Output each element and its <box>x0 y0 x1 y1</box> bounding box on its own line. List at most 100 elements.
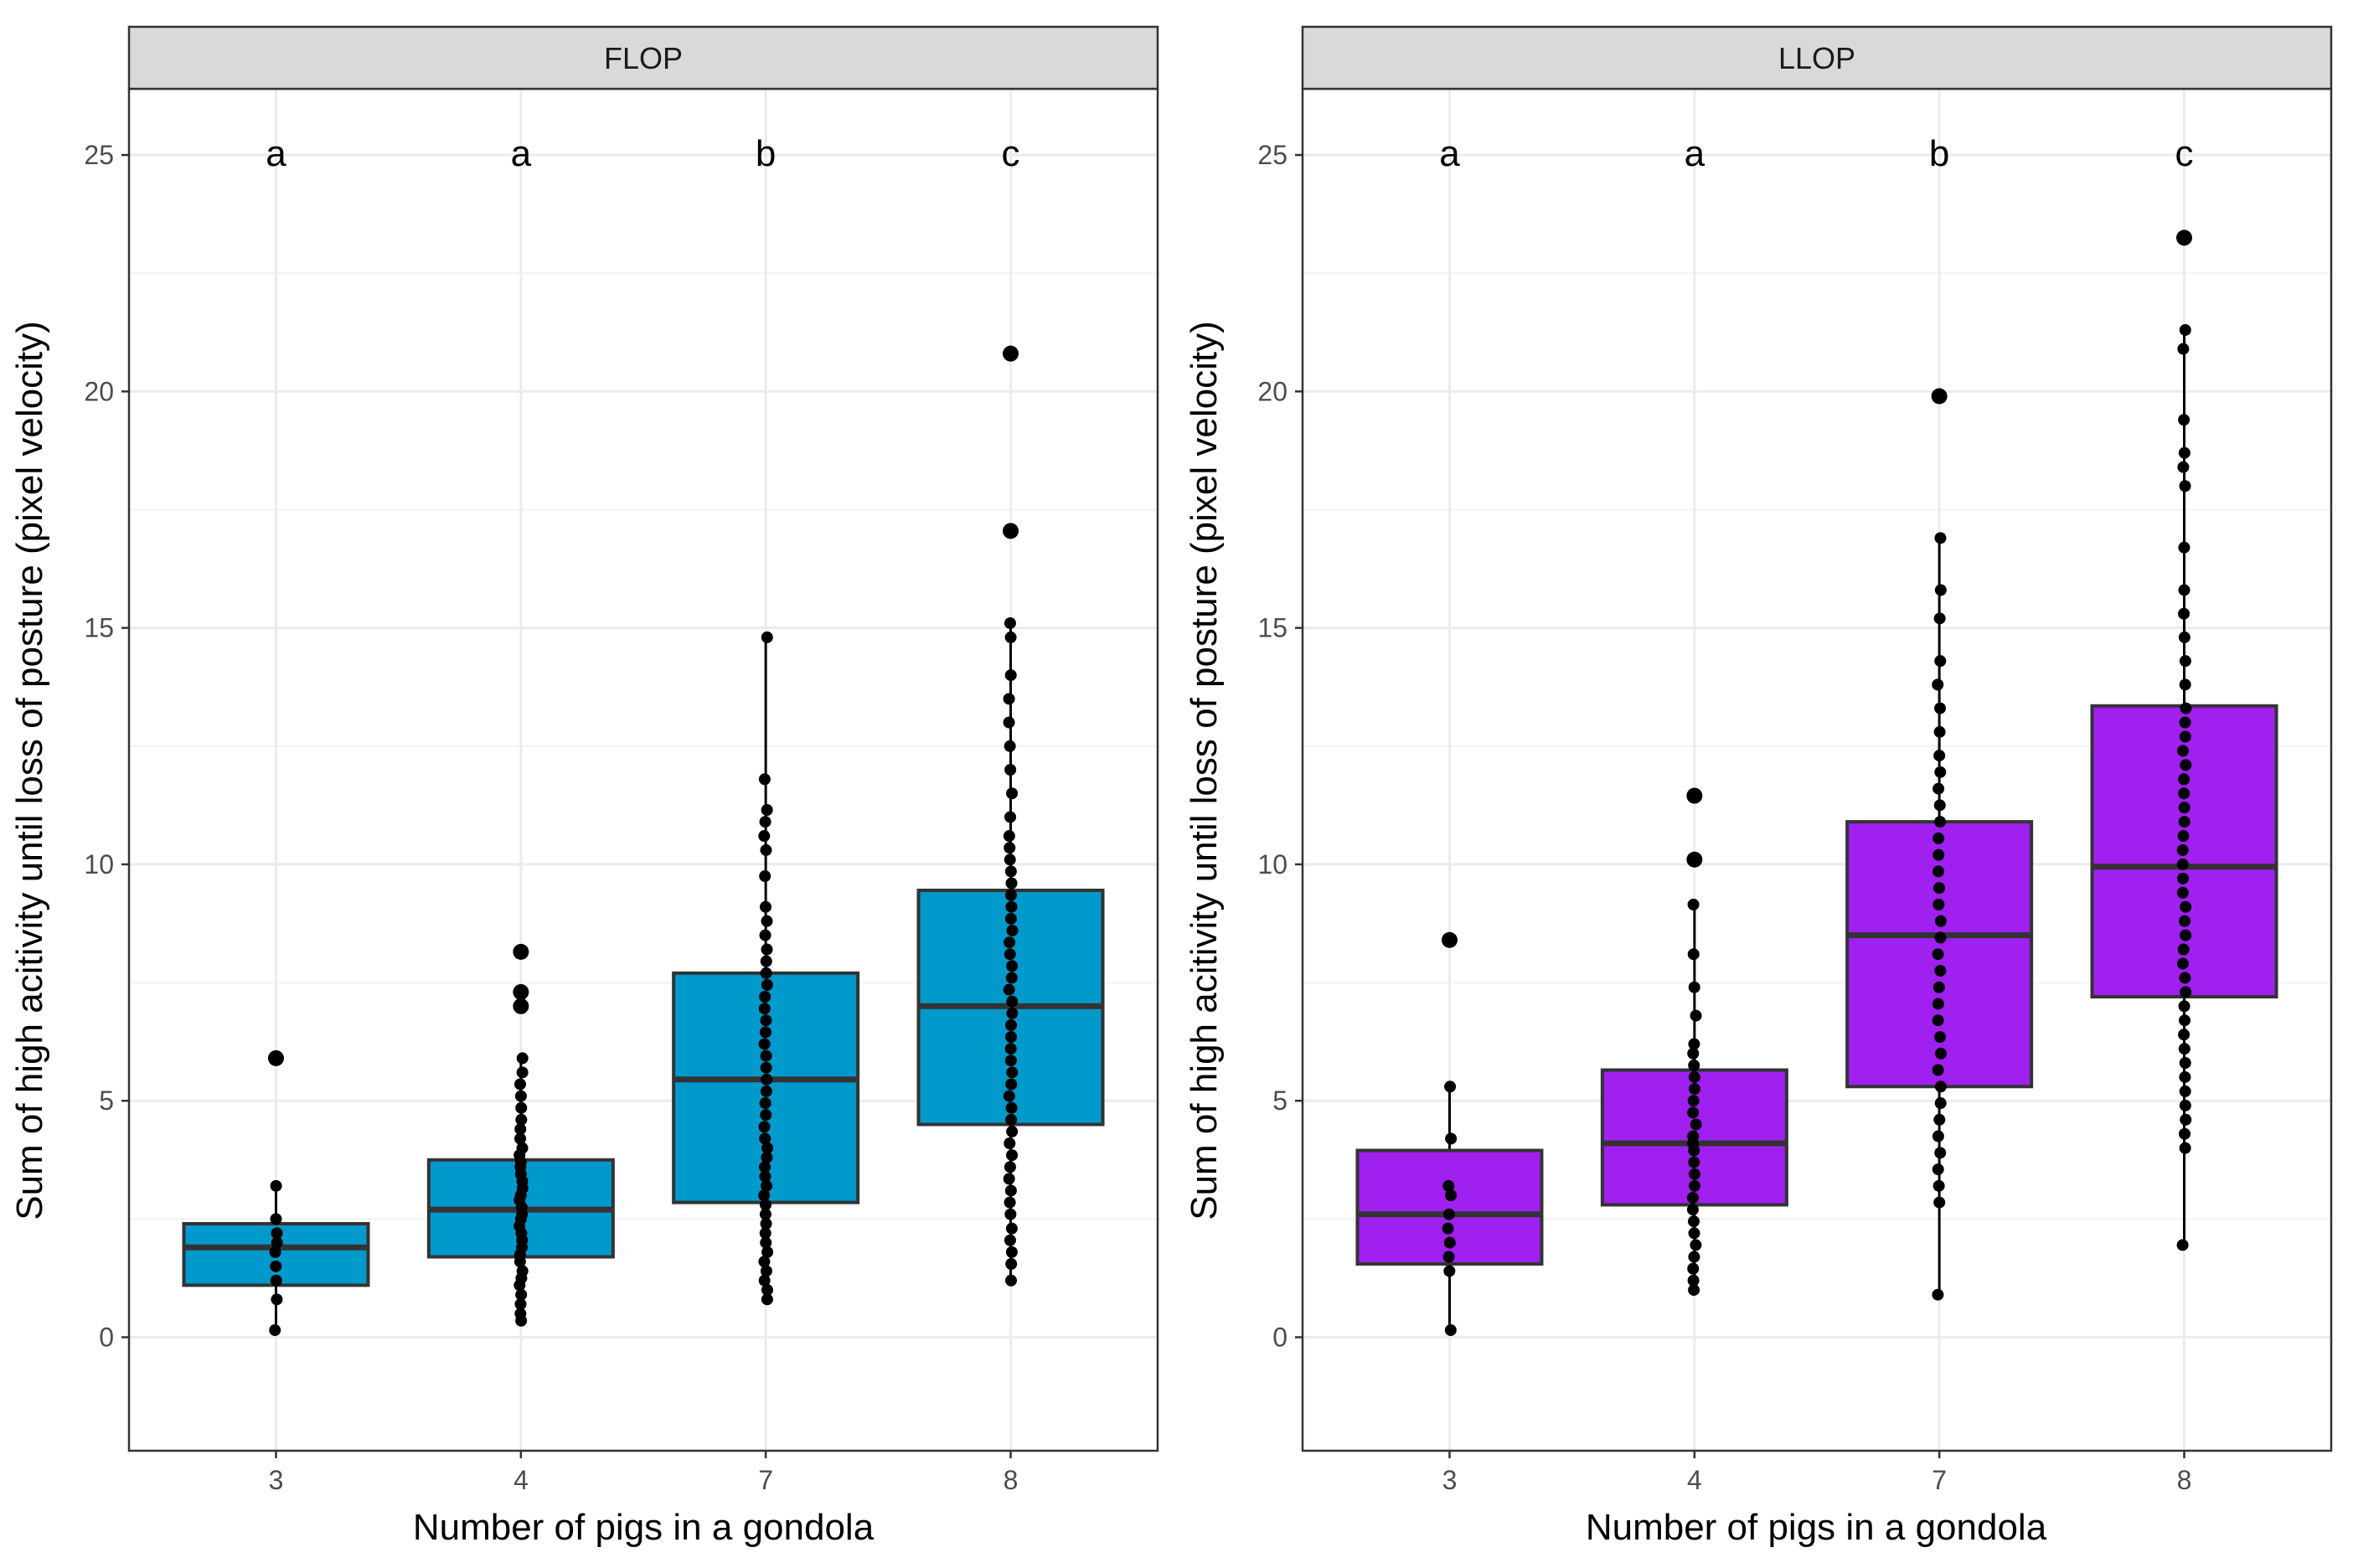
data-point <box>1005 900 1018 913</box>
data-point <box>1004 1043 1017 1055</box>
y-tick-label: 25 <box>84 140 114 170</box>
data-point <box>760 1014 772 1027</box>
data-point <box>761 978 773 991</box>
data-point <box>1934 702 1947 714</box>
data-point <box>269 1324 281 1337</box>
data-point <box>761 631 773 643</box>
data-point <box>1933 882 1946 895</box>
data-point <box>2178 584 2190 596</box>
data-point <box>1934 915 1947 927</box>
data-point <box>2176 957 2189 970</box>
data-point <box>759 1161 771 1173</box>
data-point <box>1004 948 1016 961</box>
data-point <box>1006 1007 1019 1019</box>
data-point <box>760 1236 772 1249</box>
data-point <box>1934 655 1947 668</box>
data-point <box>1932 981 1945 993</box>
outlier-point <box>1441 931 1458 948</box>
data-point <box>759 900 771 913</box>
x-tick-label: 3 <box>269 1465 284 1495</box>
data-point <box>758 1274 771 1287</box>
data-point <box>514 1308 527 1320</box>
data-point <box>761 1179 773 1192</box>
data-point <box>2178 631 2190 643</box>
data-point <box>1004 1234 1016 1246</box>
significance-letter: a <box>1439 133 1460 174</box>
data-point <box>1686 1204 1699 1216</box>
data-point <box>760 1265 772 1277</box>
data-point <box>1005 1030 1018 1043</box>
data-point <box>2178 541 2190 554</box>
data-point <box>759 1227 771 1240</box>
data-point <box>1442 1251 1455 1263</box>
data-point <box>1934 766 1947 778</box>
y-tick-label: 10 <box>84 849 114 879</box>
y-tick-label: 15 <box>84 613 114 643</box>
data-point <box>2179 1127 2191 1140</box>
data-point <box>759 1132 771 1145</box>
data-point <box>1004 842 1016 854</box>
significance-letter: c <box>1002 133 1020 174</box>
significance-letter: b <box>1929 133 1949 174</box>
data-point <box>1006 924 1019 936</box>
data-point <box>516 1142 529 1154</box>
data-point <box>1687 1106 1700 1119</box>
data-point <box>1003 983 1015 996</box>
data-point <box>1004 669 1017 682</box>
data-point <box>2176 886 2189 899</box>
data-point <box>1932 948 1944 961</box>
panel-llop: a 3 a 4 b 7 c 8 0 5 10 15 20 25 LLOP <box>1257 25 2333 1495</box>
x-tick-label: 7 <box>758 1465 773 1495</box>
data-point <box>1688 1251 1700 1263</box>
data-point <box>271 1293 283 1306</box>
data-point <box>1933 612 1946 625</box>
data-point <box>2179 1142 2191 1154</box>
data-point <box>759 870 771 883</box>
data-point <box>1934 584 1947 596</box>
data-point <box>1934 1081 1947 1093</box>
data-point <box>514 1090 527 1102</box>
data-point <box>1444 1324 1457 1337</box>
outlier-point <box>513 998 529 1014</box>
data-point <box>1005 1246 1018 1258</box>
data-point <box>1933 725 1946 738</box>
y-tick-label: 5 <box>1272 1086 1287 1116</box>
facet-label: LLOP <box>1778 41 1855 75</box>
data-point <box>1689 1179 1701 1192</box>
data-point <box>2180 759 2192 771</box>
data-point <box>270 1213 282 1225</box>
y-tick-label: 20 <box>84 376 114 406</box>
data-point <box>1932 1130 1944 1142</box>
y-tick-label: 15 <box>1257 613 1287 643</box>
data-point <box>1004 616 1016 629</box>
outlier-point <box>513 943 529 960</box>
data-point <box>760 1050 772 1062</box>
data-point <box>1004 740 1016 752</box>
data-point <box>2180 1113 2192 1126</box>
outlier-point <box>1003 523 1019 539</box>
panel-flop: a 3 a 4 b 7 c 8 0 5 10 15 20 25 FLOP <box>84 25 1159 1495</box>
data-point <box>761 943 773 956</box>
data-point <box>1005 1113 1018 1126</box>
y-tick-label: 20 <box>1257 376 1287 406</box>
data-point <box>1933 1113 1946 1126</box>
data-point <box>759 1097 771 1110</box>
y-tick-label: 5 <box>99 1086 114 1116</box>
data-point <box>1687 948 1700 961</box>
x-tick-label: 3 <box>1442 1465 1458 1495</box>
data-point <box>514 1297 527 1310</box>
data-point <box>1933 750 1946 762</box>
data-point <box>1006 960 1019 972</box>
data-point <box>2178 787 2190 800</box>
data-point <box>1688 1227 1700 1240</box>
data-point <box>2176 745 2189 757</box>
data-point <box>1003 830 1015 843</box>
data-point <box>1004 1055 1017 1067</box>
data-point <box>761 1293 773 1306</box>
data-point <box>2178 802 2190 814</box>
data-point <box>1005 1078 1018 1091</box>
data-point <box>1932 848 1945 861</box>
data-point <box>1688 981 1700 993</box>
data-point <box>1004 889 1017 901</box>
data-point <box>759 1208 771 1220</box>
